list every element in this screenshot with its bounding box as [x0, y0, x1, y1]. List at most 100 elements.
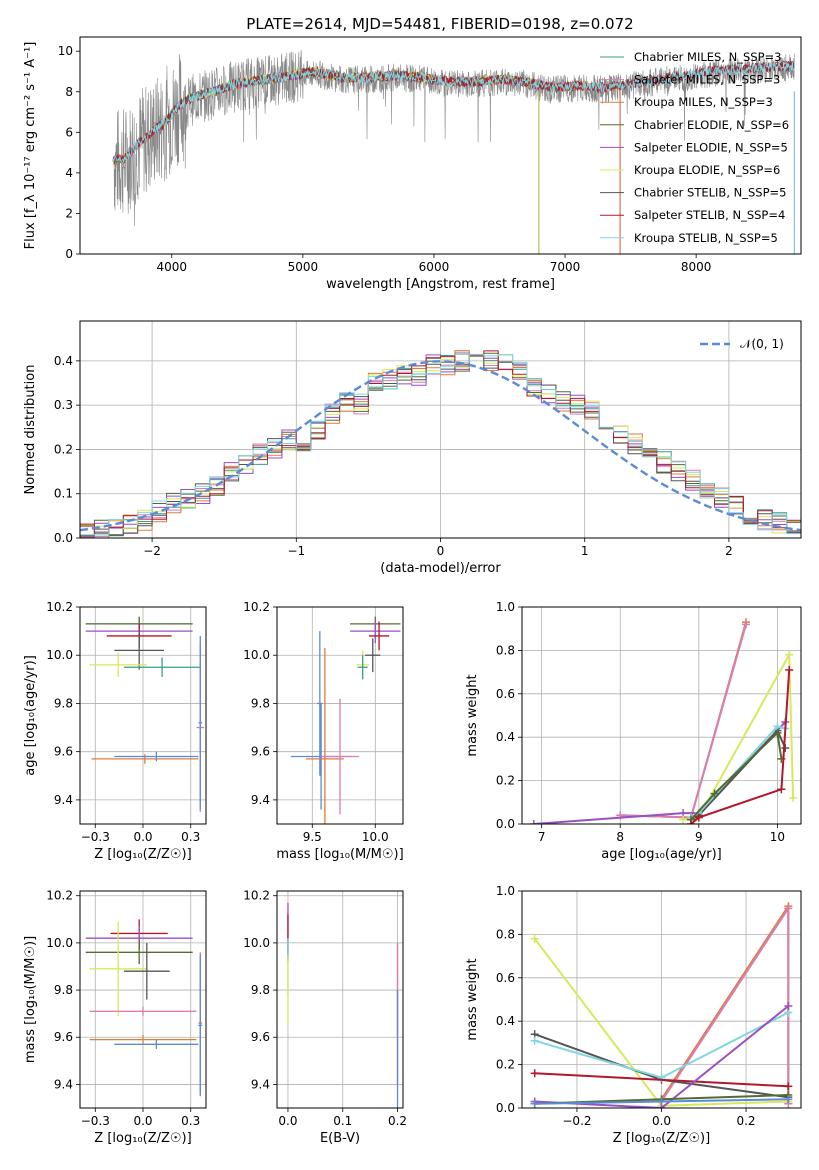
- legend-label-chabrier-elodie: Chabrier ELODIE, N_SSP=6: [634, 118, 789, 132]
- mass-vs-Z-plot-area: [85, 919, 203, 1097]
- spectrum-frame: [79, 36, 802, 255]
- mass-weight-vs-Z-plot-area: [530, 902, 793, 1108]
- y-tick-label: 10.2: [243, 600, 270, 614]
- x-tick-label: −0.2: [562, 1114, 591, 1128]
- x-tick-label: 0.1: [333, 1114, 352, 1128]
- mass-weight-vs-age-axes: 7 8 9 10 0.0 0.2 0.4 0.6 0.8 1.0 age [log₁₀(age/yr…: [465, 600, 801, 862]
- weight-line-chabrier-elodie: [690, 730, 783, 821]
- y-tick-label: 2: [65, 206, 73, 220]
- y-tick-label: 10.0: [243, 648, 270, 662]
- x-tick-label: 1: [581, 544, 589, 558]
- mass-vs-Z-axes: −0.3 0.0 0.3 9.4 9.6 9.8 10.0 10.2 Z [log₁₀(Z/Z☉…: [23, 889, 206, 1146]
- x-tick-label: 0: [437, 544, 445, 558]
- x-tick-label: 0.0: [133, 830, 152, 844]
- model-line-kroupa-stelib: [112, 61, 795, 163]
- x-tick-label: 10: [770, 830, 785, 844]
- y-tick-label: 10.0: [46, 648, 73, 662]
- x-tick-label: 0.3: [181, 830, 200, 844]
- weight-line-kroupa-miles: [620, 621, 747, 819]
- y-tick-label: 0.6: [496, 971, 515, 985]
- legend-label-chabrier-miles: Chabrier MILES, N_SSP=3: [634, 50, 781, 64]
- y-tick-label: 10: [58, 44, 73, 58]
- x-tick-label: 0.0: [278, 1114, 297, 1128]
- y-tick-label: 0.0: [54, 531, 73, 545]
- y-tick-label: 0.4: [496, 730, 515, 744]
- hist-step-kroupa-stelib: [80, 353, 801, 536]
- y-tick-label: 0.1: [54, 487, 73, 501]
- y-tick-label: 0.6: [496, 687, 515, 701]
- residual-hist-plot-area: [80, 350, 801, 538]
- x-axis-label: Z [log₁₀(Z/Z☉)]: [613, 1131, 710, 1146]
- y-tick-label: 10.2: [243, 889, 270, 903]
- x-tick-label: 0.2: [736, 1114, 755, 1128]
- x-tick-label: −0.3: [81, 1114, 110, 1128]
- y-tick-label: 9.6: [251, 1030, 270, 1044]
- x-axis-label: E(B-V): [320, 1131, 360, 1146]
- y-tick-label: 0.4: [496, 1014, 515, 1028]
- x-tick-label: 4000: [156, 260, 187, 274]
- y-tick-label: 0.4: [54, 354, 73, 368]
- legend-label-kroupa-elodie: Kroupa ELODIE, N_SSP=6: [634, 163, 780, 177]
- y-axis-label: Normed distribution: [23, 365, 38, 495]
- y-tick-label: 4: [65, 166, 73, 180]
- residual-hist-frame: [79, 320, 802, 539]
- gaussian-curve: [80, 360, 801, 532]
- y-tick-label: 0: [65, 247, 73, 261]
- y-tick-label: 9.4: [251, 1077, 270, 1091]
- y-tick-label: 10.2: [46, 889, 73, 903]
- age-vs-mass-axes: 9.5 10.0 9.4 9.6 9.8 10.0 10.2 mass [log₁₀(M/M☉…: [243, 600, 403, 862]
- age-vs-Z-frame: [79, 606, 207, 825]
- x-axis-label: wavelength [Angstrom, rest frame]: [326, 277, 555, 292]
- y-tick-label: 0.2: [54, 442, 73, 456]
- y-axis-label: age [log₁₀(age/yr)]: [23, 655, 38, 776]
- y-tick-label: 0.0: [496, 817, 515, 831]
- y-axis-label: mass weight: [465, 674, 480, 756]
- x-tick-label: −2: [143, 544, 161, 558]
- legend-label-salpeter-miles: Salpeter MILES, N_SSP=3: [634, 73, 780, 87]
- x-tick-label: 9: [695, 830, 703, 844]
- x-tick-label: 7: [538, 830, 546, 844]
- x-tick-label: 8000: [681, 260, 712, 274]
- spectrum-axes: 4000 5000 6000 7000 8000 0 2 4 6 8 10 wavelength [A…: [23, 42, 711, 292]
- residual-hist-axes: −2 −1 0 1 2 0.0 0.1 0.2 0.3 0.4 (data-model)/error…: [23, 321, 801, 576]
- y-tick-label: 0.0: [496, 1101, 515, 1115]
- y-tick-label: 1.0: [496, 600, 515, 614]
- mass-weight-vs-Z-frame: [521, 890, 802, 1109]
- mass-vs-ebv-frame: [276, 890, 404, 1109]
- y-tick-label: 9.6: [54, 745, 73, 759]
- x-tick-label: −0.3: [81, 830, 110, 844]
- y-tick-label: 9.8: [251, 983, 270, 997]
- spectrum-legend: Chabrier MILES, N_SSP=3 Salpeter MILES, N…: [600, 50, 789, 245]
- y-tick-label: 10.0: [46, 936, 73, 950]
- y-tick-label: 10.2: [46, 600, 73, 614]
- y-tick-label: 9.8: [54, 983, 73, 997]
- y-tick-label: 9.4: [54, 793, 73, 807]
- mass-vs-ebv-axes: 0.0 0.1 0.2 9.4 9.6 9.8 10.0 10.2 E(B-V): [243, 889, 407, 1146]
- y-tick-label: 0.2: [496, 1058, 515, 1072]
- x-tick-label: 9.5: [303, 830, 322, 844]
- y-tick-label: 9.8: [54, 696, 73, 710]
- x-tick-label: 7000: [550, 260, 581, 274]
- y-tick-label: 0.8: [496, 643, 515, 657]
- y-tick-label: 0.8: [496, 927, 515, 941]
- x-tick-label: −1: [287, 544, 305, 558]
- y-axis-label: Flux [f_λ 10⁻¹⁷ erg cm⁻² s⁻¹ A⁻¹]: [23, 42, 38, 250]
- mass-vs-ebv-plot-area: [287, 902, 399, 1108]
- legend-label-salpeter-elodie: Salpeter ELODIE, N_SSP=5: [634, 140, 788, 154]
- x-tick-label: 10.0: [362, 830, 389, 844]
- age-vs-Z-plot-area: [85, 616, 205, 812]
- x-axis-label: (data-model)/error: [380, 561, 501, 576]
- y-tick-label: 0.3: [54, 398, 73, 412]
- y-tick-label: 9.4: [54, 1077, 73, 1091]
- weight-line-salpeter-stelib: [690, 669, 791, 824]
- legend-label-chabrier-stelib: Chabrier STELIB, N_SSP=5: [634, 186, 786, 200]
- legend-label-kroupa-miles: Kroupa MILES, N_SSP=3: [634, 95, 773, 109]
- x-axis-label: Z [log₁₀(Z/Z☉)]: [94, 1131, 191, 1146]
- mass-weight-vs-Z-axes: −0.2 0.0 0.2 0.0 0.2 0.4 0.6 0.8 1.0 Z [log₁₀(Z/Z…: [465, 884, 801, 1146]
- x-tick-label: 5000: [288, 260, 319, 274]
- x-tick-label: 0.2: [388, 1114, 407, 1128]
- hist-step-salpeter-stelib: [80, 350, 801, 533]
- age-vs-mass-plot-area: [290, 616, 401, 824]
- y-tick-label: 0.2: [496, 774, 515, 788]
